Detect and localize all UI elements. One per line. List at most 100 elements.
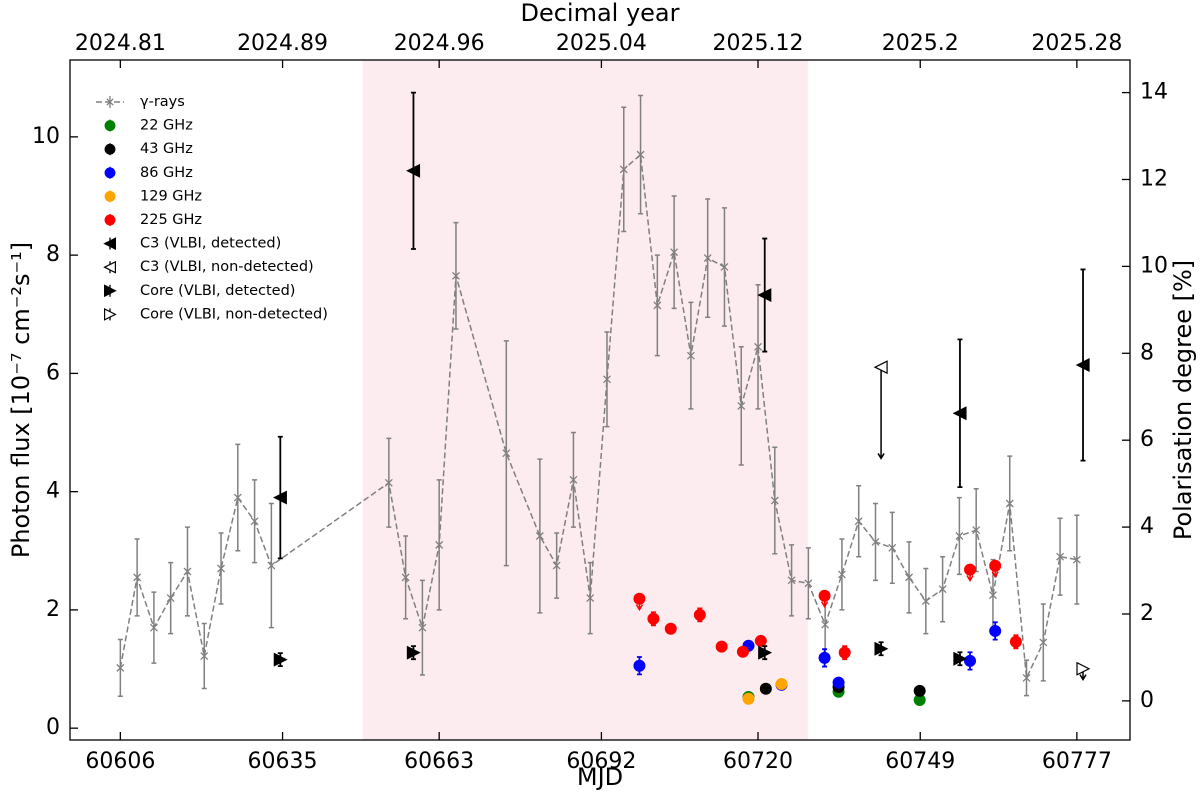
- legend-label: γ-rays: [140, 94, 185, 110]
- marker: [938, 585, 947, 594]
- marker-stroke: [452, 271, 460, 280]
- y2-tick-label: 2: [1140, 601, 1154, 626]
- top-tick-label: 2025.28: [1031, 31, 1122, 56]
- marker-stroke: [972, 526, 981, 535]
- marker-stroke: [233, 493, 242, 502]
- marker: [104, 120, 116, 132]
- legend-label: 22 GHz: [140, 118, 193, 134]
- legend-entry: 86 GHz: [104, 165, 193, 181]
- marker: [905, 573, 914, 582]
- marker: [873, 360, 888, 375]
- marker: [770, 496, 779, 505]
- marker-stroke: [737, 401, 746, 410]
- marker: [964, 654, 977, 667]
- marker-stroke: [670, 248, 679, 257]
- y-tick-label: 6: [46, 360, 60, 385]
- marker: [1056, 552, 1065, 561]
- marker: [133, 573, 142, 582]
- marker-stroke: [804, 579, 813, 588]
- x-tick-label: 60692: [566, 749, 636, 774]
- x-tick-label: 60777: [1042, 749, 1112, 774]
- marker: [633, 592, 646, 605]
- marker: [104, 190, 116, 202]
- y-tick-label: 4: [46, 479, 60, 504]
- marker: [989, 559, 1002, 572]
- marker: [821, 620, 830, 629]
- legend-label: C3 (VLBI, detected): [140, 236, 281, 252]
- marker: [871, 537, 880, 546]
- legend-entry: 225 GHz: [104, 212, 202, 228]
- marker: [217, 564, 225, 573]
- marker: [703, 254, 712, 263]
- marker-stroke: [183, 567, 192, 576]
- marker-stroke: [754, 342, 762, 351]
- marker-stroke: [250, 517, 259, 526]
- marker: [1005, 499, 1014, 508]
- marker: [720, 262, 729, 271]
- x-tick-label: 60606: [85, 749, 155, 774]
- marker-stroke: [653, 301, 662, 310]
- marker: [272, 490, 287, 505]
- marker-stroke: [401, 573, 410, 582]
- marker: [636, 150, 645, 159]
- marker: [837, 570, 846, 579]
- marker: [619, 165, 628, 174]
- marker: [754, 634, 767, 647]
- legend-label: Core (VLBI, non-detected): [140, 306, 328, 322]
- marker-stroke: [938, 585, 947, 594]
- marker: [736, 645, 749, 658]
- marker-stroke: [384, 478, 393, 487]
- marker: [874, 641, 889, 656]
- marker: [964, 563, 977, 576]
- marker: [759, 682, 772, 695]
- marker-stroke: [1022, 673, 1031, 682]
- marker: [166, 594, 175, 603]
- marker-stroke: [435, 540, 444, 549]
- marker: [273, 652, 288, 667]
- x-tick-label: 60720: [723, 749, 793, 774]
- marker-stroke: [871, 537, 880, 546]
- top-tick-label: 2025.2: [882, 31, 959, 56]
- marker: [818, 589, 831, 602]
- y-tick-label: 10: [32, 124, 60, 149]
- marker-stroke: [106, 98, 114, 106]
- marker-stroke: [1039, 638, 1048, 647]
- marker-stroke: [787, 576, 796, 585]
- marker-stroke: [1056, 552, 1065, 561]
- y-axis-label: Photon flux [10⁻⁷ cm⁻²s⁻¹]: [7, 242, 35, 558]
- marker: [955, 532, 964, 540]
- y2-axis-label: Polarisation degree [%]: [1169, 260, 1197, 540]
- marker-stroke: [821, 620, 830, 629]
- top-tick-label: 2024.89: [237, 31, 328, 56]
- marker-stroke: [720, 262, 729, 271]
- legend-label: 43 GHz: [140, 141, 193, 157]
- plot-frame: [69, 59, 1131, 741]
- marker-stroke: [535, 532, 544, 540]
- top-axis-label: Decimal year: [520, 0, 679, 27]
- marker: [758, 645, 773, 660]
- marker-stroke: [837, 570, 846, 579]
- y2-tick-label: 6: [1140, 427, 1154, 452]
- top-tick-label: 2025.12: [713, 31, 804, 56]
- marker-stroke: [921, 597, 930, 606]
- marker-stroke: [502, 449, 511, 458]
- marker: [104, 308, 117, 321]
- legend-label: 86 GHz: [140, 165, 193, 181]
- upper-limit-arrow: [877, 367, 885, 460]
- marker: [250, 517, 259, 526]
- marker: [233, 493, 242, 502]
- marker: [552, 561, 561, 570]
- marker: [647, 612, 660, 625]
- legend-entry: γ-rays: [96, 94, 185, 110]
- marker: [737, 401, 746, 410]
- marker: [715, 640, 728, 653]
- marker: [921, 597, 930, 606]
- marker: [603, 375, 611, 384]
- legend-entry: Core (VLBI, non-detected): [104, 306, 328, 322]
- y-tick-label: 2: [46, 597, 60, 622]
- marker-stroke: [686, 351, 695, 360]
- marker-stroke: [569, 475, 578, 484]
- legend-entry: Core (VLBI, detected): [104, 283, 295, 299]
- marker: [754, 342, 762, 351]
- marker: [401, 573, 410, 582]
